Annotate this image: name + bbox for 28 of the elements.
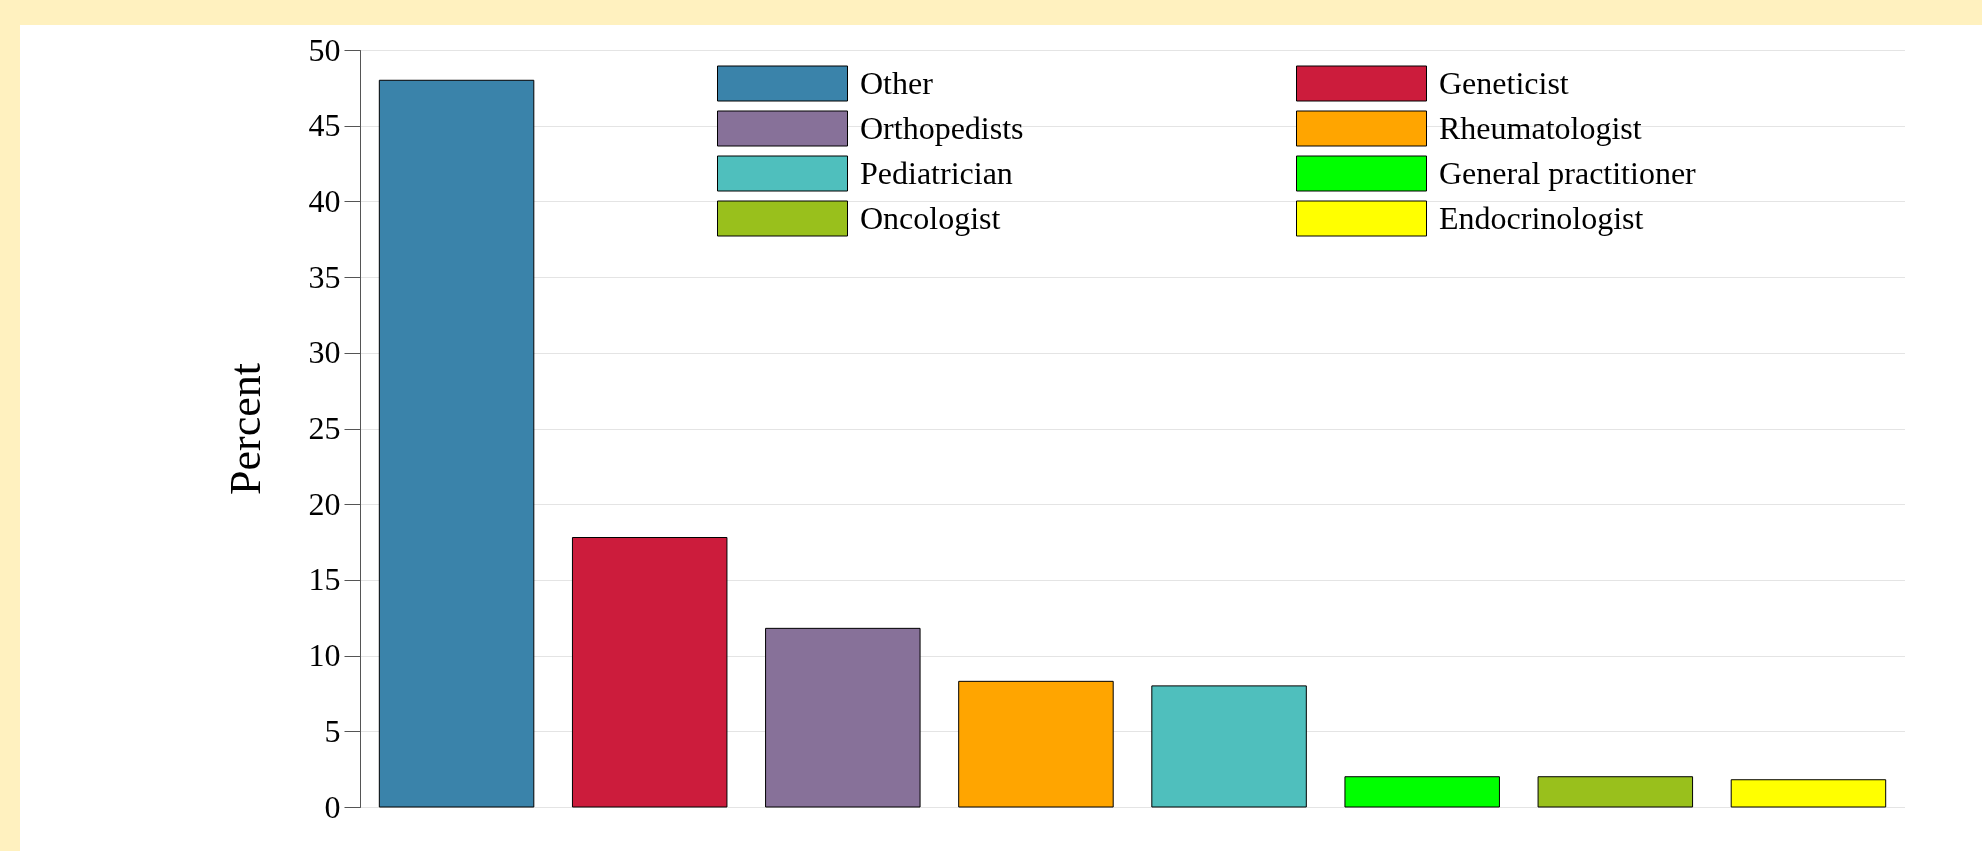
legend-label: Pediatrician bbox=[860, 154, 1013, 191]
bar bbox=[1537, 776, 1694, 808]
legend-label: Rheumatologist bbox=[1439, 109, 1642, 146]
y-tick-label: 40 bbox=[308, 182, 341, 219]
y-tick-label: 35 bbox=[308, 258, 341, 295]
legend-label: Oncologist bbox=[860, 199, 1001, 236]
y-tick-label: 15 bbox=[308, 561, 341, 598]
legend-label: Endocrinologist bbox=[1439, 199, 1644, 236]
legend-label: Other bbox=[860, 64, 934, 101]
legend-label: Geneticist bbox=[1439, 64, 1569, 101]
y-tick-label: 20 bbox=[308, 485, 341, 522]
bar bbox=[765, 627, 921, 808]
bar bbox=[1344, 776, 1500, 808]
y-tick-label: 25 bbox=[308, 410, 341, 446]
y-axis-title: Percent bbox=[220, 363, 270, 495]
legend-label: Orthopedists bbox=[860, 109, 1024, 146]
y-tick-label: 10 bbox=[308, 637, 341, 674]
y-tick-label: 45 bbox=[308, 107, 341, 144]
y-tick-label: 0 bbox=[324, 788, 341, 825]
y-tick-label: 5 bbox=[324, 712, 341, 749]
y-tick-label: 50 bbox=[308, 31, 341, 68]
bar bbox=[1151, 685, 1307, 808]
bar bbox=[958, 680, 1114, 808]
bar bbox=[1730, 779, 1887, 808]
bar bbox=[571, 537, 728, 808]
y-tick-label: 30 bbox=[308, 334, 341, 371]
legend-label: General practitioner bbox=[1439, 154, 1697, 191]
bar bbox=[378, 79, 535, 808]
